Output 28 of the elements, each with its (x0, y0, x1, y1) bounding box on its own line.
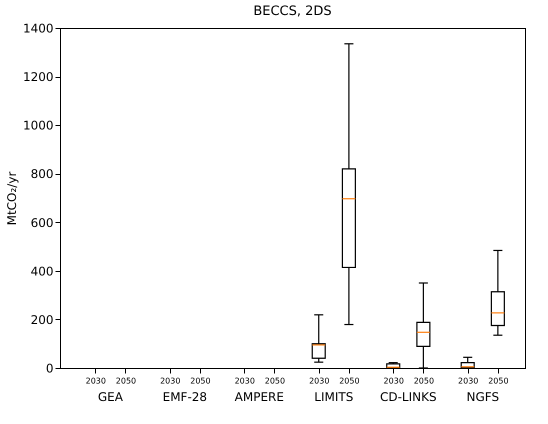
x-tick-label: 2030 (384, 376, 404, 386)
chart-title: BECCS, 2DS (253, 4, 332, 19)
x-tick-label: 2030 (160, 376, 180, 386)
text: LIMITS (314, 390, 354, 404)
x-tick-label: 2050 (264, 376, 286, 386)
text: NGFS (466, 390, 500, 404)
text: EMF-28 (162, 390, 208, 404)
x-tick-label: 2030 (309, 376, 330, 386)
y-tick-label: 200 (30, 312, 54, 327)
text: CD-LINKS (380, 390, 437, 404)
text: GEA (98, 390, 124, 404)
x-tick-label: 2030 (234, 376, 255, 386)
x-tick-label: 2050 (339, 376, 360, 386)
y-tick-label: 400 (30, 264, 54, 278)
text: AMPERE (234, 390, 284, 404)
y-tick-label: 1400 (22, 22, 54, 36)
x-tick-label: 2050 (116, 376, 136, 386)
y-tick-label: 1000 (22, 118, 54, 133)
x-tick-label: 2050 (414, 376, 434, 386)
x-tick-label: 2030 (458, 376, 478, 386)
y-tick-label: 600 (30, 216, 54, 230)
y-tick-label: 1200 (22, 70, 54, 84)
x-tick-label: 2030 (86, 376, 106, 386)
y-tick-label: 0 (46, 362, 54, 376)
y-tick-label: 800 (30, 167, 54, 182)
x-tick-label: 2050 (190, 376, 211, 386)
x-tick-label: 2050 (488, 376, 509, 386)
y-axis-title: MtCO₂/yr (4, 172, 19, 226)
